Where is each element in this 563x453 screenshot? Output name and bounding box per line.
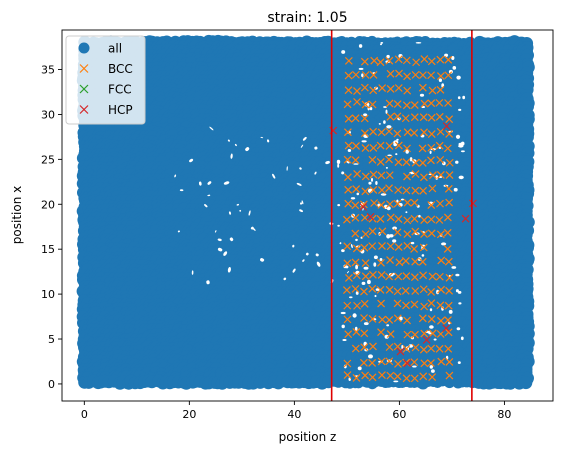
chart-title: strain: 1.05 [267, 10, 347, 26]
plot-area [76, 30, 535, 401]
atoms-all-layer [76, 34, 535, 390]
